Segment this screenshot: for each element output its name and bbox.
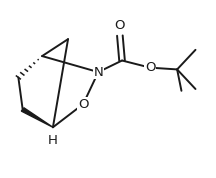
Text: O: O bbox=[115, 19, 125, 32]
Text: O: O bbox=[78, 98, 88, 111]
Text: H: H bbox=[48, 134, 58, 147]
Text: N: N bbox=[93, 66, 103, 79]
Text: O: O bbox=[145, 61, 155, 74]
Polygon shape bbox=[21, 108, 53, 127]
